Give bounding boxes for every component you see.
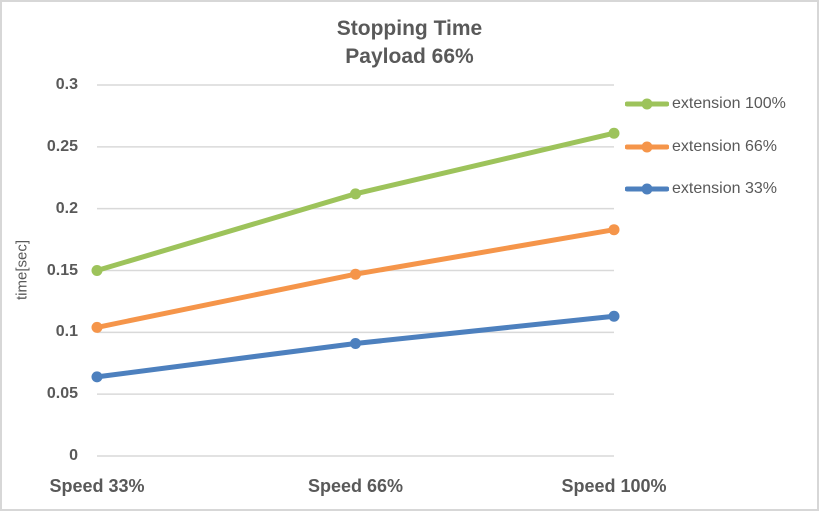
data-point-extension-100 [350, 188, 361, 200]
legend-line-marker-icon [625, 98, 669, 110]
legend-item: extension 100% [625, 93, 786, 115]
y-tick-label: 0 [69, 447, 78, 464]
legend-dot-icon [641, 141, 653, 152]
chart-title-line-2: Payload 66% [345, 45, 474, 68]
data-point-extension-33 [608, 310, 620, 322]
data-point-extension-33 [91, 371, 103, 383]
y-tick-label: 0.25 [46, 137, 78, 155]
y-tick-label: 0.05 [46, 385, 78, 403]
legend-item: extension 33% [625, 178, 777, 200]
y-axis-title: time[sec] [13, 239, 31, 301]
series-line-extension-100 [94, 130, 617, 273]
legend-label: extension 100% [672, 95, 786, 112]
chart-title: Stopping Time Payload 66% [2, 15, 817, 71]
y-tick-label: 0.15 [46, 261, 78, 279]
chart-title-line-1: Stopping Time [336, 17, 483, 40]
data-point-extension-100 [91, 265, 103, 276]
data-point-extension-66 [608, 224, 620, 236]
data-point-extension-66 [350, 268, 361, 280]
data-point-extension-66 [91, 321, 103, 333]
x-axis-label: Speed 33% [49, 476, 145, 496]
legend-line-marker-icon [625, 183, 669, 195]
legend-label: extension 66% [672, 137, 777, 155]
legend-item: extension 66% [625, 136, 777, 158]
data-point-extension-33 [350, 337, 361, 349]
data-point-extension-100 [608, 127, 620, 139]
y-tick-label: 0.3 [55, 76, 78, 93]
legend-dot-icon [641, 183, 653, 195]
x-axis-label: Speed 100% [561, 476, 667, 496]
legend-label: extension 33% [672, 180, 777, 197]
y-tick-label: 0.1 [55, 323, 78, 341]
legend-dot-icon [641, 98, 653, 110]
y-tick-label: 0.2 [55, 199, 78, 217]
x-axis-label: Speed 66% [307, 476, 404, 496]
legend-line-marker-icon [625, 141, 669, 152]
